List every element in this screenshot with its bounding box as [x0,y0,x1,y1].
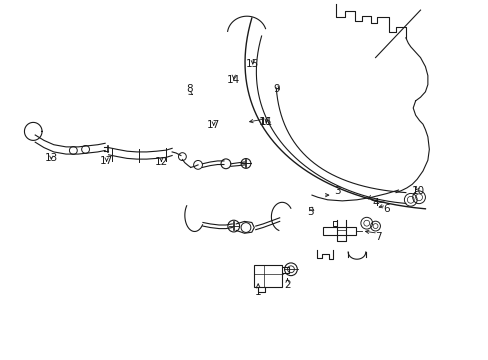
Text: 3: 3 [333,186,340,196]
Text: 5: 5 [306,207,313,217]
Text: 9: 9 [272,84,279,94]
Text: 17: 17 [100,156,113,166]
Text: 17: 17 [206,120,220,130]
Text: 8: 8 [186,84,193,94]
Text: 7: 7 [374,232,381,242]
Text: 6: 6 [382,204,389,214]
Text: 15: 15 [245,59,259,69]
Text: 1: 1 [254,287,261,297]
Text: 13: 13 [44,153,58,163]
Text: 14: 14 [226,75,240,85]
Text: 10: 10 [411,186,424,196]
Text: 2: 2 [284,280,290,291]
Text: 4: 4 [371,198,378,208]
Text: 12: 12 [154,157,168,167]
Text: 16: 16 [258,117,272,127]
Text: 11: 11 [259,117,273,127]
Bar [322,227,355,235]
